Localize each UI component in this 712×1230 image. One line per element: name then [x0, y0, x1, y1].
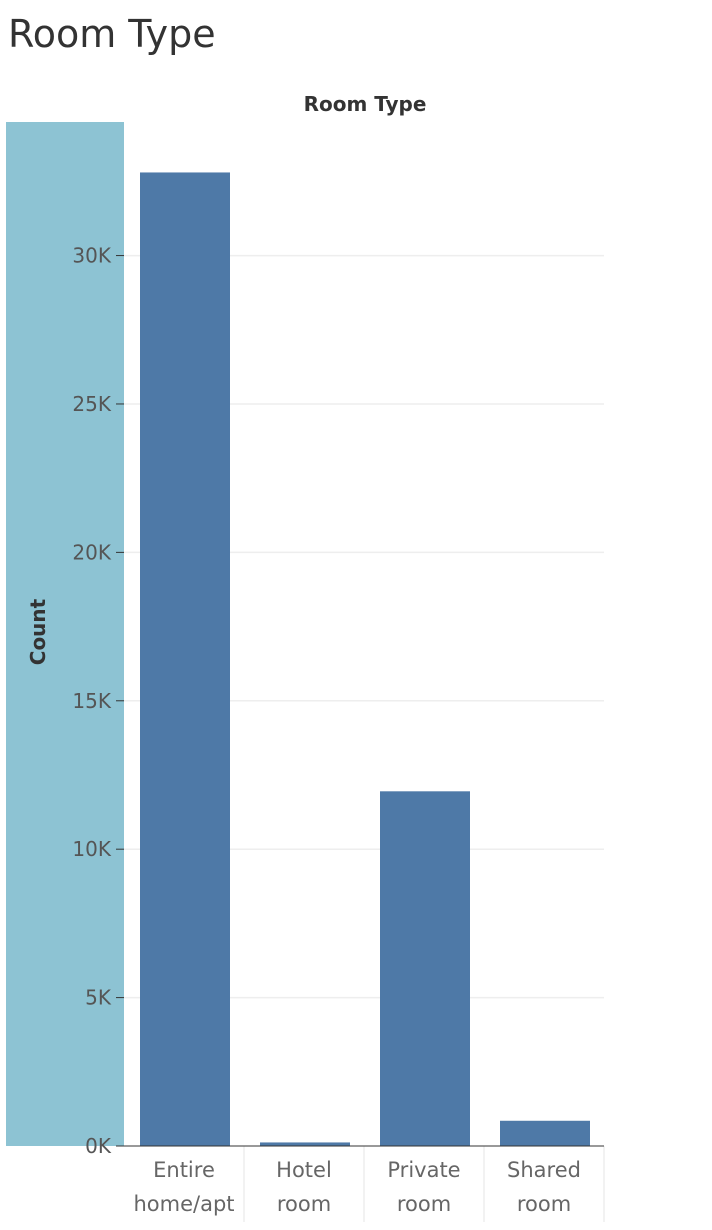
y-tick-label: 0K — [85, 1134, 112, 1158]
x-category-label: Shared — [507, 1158, 581, 1182]
bar[interactable] — [140, 172, 230, 1146]
x-category-label: room — [397, 1192, 451, 1216]
y-axis-title: Count — [26, 598, 50, 665]
x-category-label: room — [277, 1192, 331, 1216]
column-header: Room Type — [304, 92, 427, 116]
y-axis-panel[interactable] — [6, 122, 124, 1146]
category-dividers — [243, 1146, 605, 1222]
bars — [140, 172, 590, 1146]
bar[interactable] — [260, 1142, 350, 1146]
x-category-label: Hotel — [276, 1158, 332, 1182]
x-axis-labels: Entire home/apt Hotel room Private room Shared… — [133, 1158, 580, 1216]
sheet-title: Room Type — [8, 12, 216, 56]
y-tick-label: 15K — [72, 689, 111, 713]
y-axis-ticks: 0K 5K 10K 15K 20K 25K 30K — [72, 244, 124, 1158]
y-tick-label: 25K — [72, 392, 111, 416]
x-category-label: Entire — [153, 1158, 215, 1182]
x-category-label: home/apt — [133, 1192, 234, 1216]
y-tick-label: 20K — [72, 540, 111, 564]
y-tick-label: 30K — [72, 244, 111, 268]
bar[interactable] — [380, 791, 470, 1146]
x-category-label: room — [517, 1192, 571, 1216]
y-tick-label: 10K — [72, 837, 111, 861]
x-category-label: Private — [387, 1158, 460, 1182]
bar[interactable] — [500, 1120, 590, 1146]
y-tick-label: 5K — [85, 986, 112, 1010]
